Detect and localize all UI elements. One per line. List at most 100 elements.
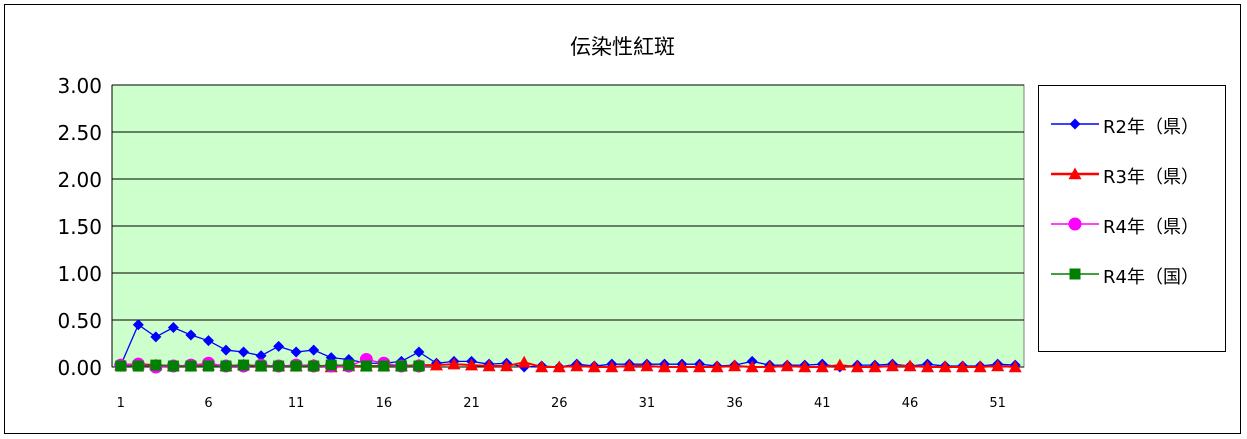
data-point [482, 359, 496, 372]
data-point [815, 360, 829, 373]
y-tick-label: 1.00 [57, 262, 102, 286]
data-point [956, 360, 970, 373]
data-point [429, 358, 443, 371]
legend: R2年（県） R3年（県） R4年（県） R4年（国） [1038, 85, 1226, 352]
data-point [622, 359, 636, 372]
legend-item: R2年（県） [1039, 110, 1227, 140]
data-point [921, 360, 935, 373]
y-tick-label: 2.00 [57, 168, 102, 192]
data-point [167, 360, 179, 372]
data-point [868, 360, 882, 373]
data-point [728, 359, 742, 372]
data-point [238, 359, 250, 371]
data-point [413, 346, 425, 358]
data-point [185, 329, 197, 341]
data-point [255, 350, 267, 362]
data-point [308, 344, 320, 356]
data-point [1008, 360, 1022, 373]
data-point [220, 360, 232, 372]
data-point [693, 360, 707, 373]
y-tick-label: 0.00 [57, 356, 102, 380]
legend-swatch [1051, 167, 1099, 180]
legend-swatch [1051, 268, 1099, 280]
y-tick-label: 2.50 [57, 121, 102, 145]
data-point [570, 359, 584, 372]
data-point [587, 360, 601, 373]
x-tick-label: 21 [463, 396, 480, 411]
data-point [273, 340, 285, 352]
x-tick-label: 46 [902, 396, 919, 411]
legend-label: R2年（県） [1103, 117, 1199, 138]
data-point [150, 359, 162, 371]
data-point [290, 346, 302, 358]
data-point [238, 346, 250, 358]
legend-item: R3年（県） [1039, 160, 1227, 190]
x-tick-label: 36 [726, 396, 743, 411]
x-tick-label: 41 [814, 396, 831, 411]
data-point [535, 360, 549, 373]
chart-title: 伝染性紅斑 [570, 35, 675, 59]
data-point [991, 359, 1005, 372]
data-point [745, 360, 759, 373]
data-point [343, 359, 355, 371]
legend-marker [1069, 118, 1081, 130]
data-point [903, 359, 917, 372]
data-point [167, 322, 179, 334]
data-point [938, 360, 952, 373]
data-point [833, 358, 847, 371]
data-point [885, 359, 899, 372]
data-point [395, 360, 407, 372]
x-tick-label: 26 [551, 396, 568, 411]
y-tick-label: 3.00 [57, 74, 102, 98]
legend-swatch [1051, 118, 1099, 130]
data-point [202, 360, 214, 372]
data-point [605, 360, 619, 373]
x-tick-label: 6 [204, 396, 212, 411]
data-point [780, 359, 794, 372]
data-point [640, 359, 654, 372]
data-point [132, 360, 144, 372]
data-point [202, 335, 214, 347]
data-point [465, 358, 479, 371]
legend-swatch [1051, 217, 1099, 231]
x-tick-label: 16 [376, 396, 393, 411]
legend-item: R4年（県） [1039, 210, 1227, 240]
legend-marker [1069, 268, 1081, 280]
data-point [360, 360, 372, 372]
data-point [150, 331, 162, 343]
legend-item: R4年（国） [1039, 260, 1227, 290]
data-point [850, 360, 864, 373]
data-point [973, 360, 987, 373]
legend-label: R3年（県） [1103, 167, 1199, 188]
data-point [308, 360, 320, 372]
x-tick-label: 51 [989, 396, 1006, 411]
data-point [675, 360, 689, 373]
data-point [657, 360, 671, 373]
data-point [517, 355, 531, 368]
legend-label: R4年（県） [1103, 217, 1199, 238]
data-point [273, 360, 285, 372]
x-tick-label: 1 [117, 396, 125, 411]
data-point [763, 360, 777, 373]
data-point [378, 360, 390, 372]
legend-marker [1068, 167, 1082, 180]
data-point [290, 360, 302, 372]
y-tick-label: 1.50 [57, 215, 102, 239]
data-point [255, 360, 267, 372]
legend-marker [1068, 217, 1082, 231]
data-point [552, 360, 566, 373]
y-tick-label: 0.50 [57, 309, 102, 333]
data-point [500, 359, 514, 372]
data-point [132, 319, 144, 331]
data-point [447, 357, 461, 370]
data-point [115, 360, 127, 372]
legend-label: R4年（国） [1103, 267, 1199, 288]
data-point [325, 359, 337, 371]
data-point [185, 360, 197, 372]
data-point [710, 360, 724, 373]
data-point [798, 360, 812, 373]
x-tick-label: 31 [639, 396, 656, 411]
data-point [413, 360, 425, 372]
x-tick-label: 11 [288, 396, 305, 411]
